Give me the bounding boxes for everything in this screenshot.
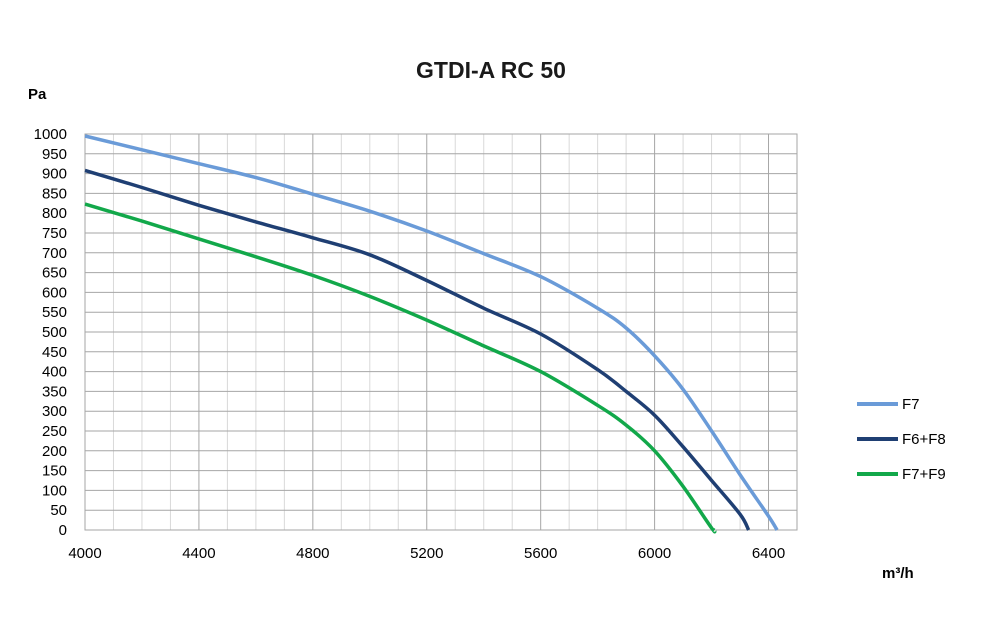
y-tick-label: 950 bbox=[42, 146, 67, 163]
y-tick-label: 1000 bbox=[34, 126, 67, 143]
y-tick-label: 350 bbox=[42, 383, 67, 400]
series-layer bbox=[84, 134, 779, 534]
x-tick-label: 4400 bbox=[182, 545, 215, 562]
x-tick-label: 6000 bbox=[638, 545, 671, 562]
y-axis-tick-labels: 0 50 100 150 200 250 300 350 400 450 500 550 600 650 7… bbox=[34, 126, 67, 539]
y-tick-label: 750 bbox=[42, 225, 67, 242]
y-tick-label: 200 bbox=[42, 443, 67, 460]
x-tick-label: 5600 bbox=[524, 545, 557, 562]
legend: F7 F6+F8 F7+F9 bbox=[857, 396, 946, 483]
legend-label-f6-f8: F6+F8 bbox=[902, 431, 946, 448]
y-tick-label: 500 bbox=[42, 324, 67, 341]
chart-title: GTDI-A RC 50 bbox=[416, 57, 566, 83]
series-line-f7-f9 bbox=[84, 202, 717, 534]
y-tick-label: 600 bbox=[42, 284, 67, 301]
y-tick-label: 0 bbox=[59, 522, 67, 539]
y-tick-label: 150 bbox=[42, 463, 67, 480]
series-line-f6-f8 bbox=[84, 168, 751, 531]
y-tick-label: 100 bbox=[42, 482, 67, 499]
plot-frame bbox=[84, 133, 798, 531]
y-tick-label: 800 bbox=[42, 205, 67, 222]
y-tick-label: 900 bbox=[42, 166, 67, 183]
y-tick-label: 550 bbox=[42, 304, 67, 321]
legend-label-f7: F7 bbox=[902, 396, 920, 413]
y-tick-label: 650 bbox=[42, 265, 67, 282]
major-gridlines bbox=[84, 133, 797, 531]
x-tick-label: 5200 bbox=[410, 545, 443, 562]
x-tick-label: 6400 bbox=[752, 545, 785, 562]
y-tick-label: 50 bbox=[50, 502, 67, 519]
y-tick-label: 400 bbox=[42, 364, 67, 381]
y-tick-label: 450 bbox=[42, 344, 67, 361]
series-line-f7 bbox=[84, 134, 779, 531]
y-tick-label: 850 bbox=[42, 185, 67, 202]
y-tick-label: 300 bbox=[42, 403, 67, 420]
x-tick-label: 4800 bbox=[296, 545, 329, 562]
y-axis-label: Pa bbox=[28, 86, 47, 103]
y-tick-label: 700 bbox=[42, 245, 67, 262]
y-tick-label: 250 bbox=[42, 423, 67, 440]
x-tick-label: 4000 bbox=[68, 545, 101, 562]
legend-label-f7-f9: F7+F9 bbox=[902, 466, 946, 483]
x-axis-tick-labels: 4000 4400 4800 5200 5600 6000 6400 bbox=[68, 545, 785, 562]
x-axis-label: m³/h bbox=[882, 565, 914, 582]
